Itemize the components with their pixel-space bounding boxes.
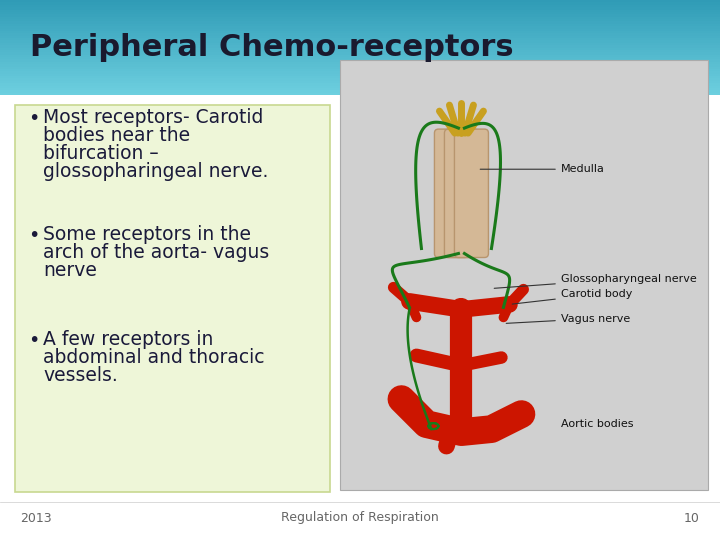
Text: A few receptors in: A few receptors in (43, 330, 213, 349)
FancyBboxPatch shape (15, 105, 330, 492)
FancyBboxPatch shape (0, 37, 720, 40)
Text: 2013: 2013 (20, 511, 52, 524)
FancyBboxPatch shape (0, 6, 720, 10)
Text: Some receptors in the: Some receptors in the (43, 225, 251, 244)
FancyBboxPatch shape (0, 9, 720, 12)
FancyBboxPatch shape (0, 40, 720, 43)
Text: bodies near the: bodies near the (43, 126, 190, 145)
Text: •: • (28, 109, 40, 128)
Text: arch of the aorta- vagus: arch of the aorta- vagus (43, 243, 269, 262)
FancyBboxPatch shape (0, 2, 720, 5)
FancyBboxPatch shape (444, 129, 478, 258)
FancyBboxPatch shape (0, 76, 720, 78)
FancyBboxPatch shape (0, 90, 720, 93)
FancyBboxPatch shape (0, 47, 720, 50)
Text: Glossopharyngeal nerve: Glossopharyngeal nerve (494, 273, 696, 288)
FancyBboxPatch shape (0, 11, 720, 14)
FancyBboxPatch shape (0, 30, 720, 33)
FancyBboxPatch shape (0, 42, 720, 45)
FancyBboxPatch shape (0, 33, 720, 36)
Text: abdominal and thoracic: abdominal and thoracic (43, 348, 264, 367)
Text: Carotid body: Carotid body (512, 289, 632, 304)
FancyBboxPatch shape (0, 69, 720, 71)
Text: Medulla: Medulla (480, 164, 605, 174)
FancyBboxPatch shape (0, 59, 720, 62)
FancyBboxPatch shape (0, 14, 720, 17)
FancyBboxPatch shape (0, 54, 720, 57)
Text: Aortic bodies: Aortic bodies (561, 419, 634, 429)
FancyBboxPatch shape (0, 87, 720, 90)
Text: glossopharingeal nerve.: glossopharingeal nerve. (43, 162, 269, 181)
Text: •: • (28, 331, 40, 350)
FancyBboxPatch shape (0, 0, 720, 2)
Text: nerve: nerve (43, 261, 97, 280)
FancyBboxPatch shape (0, 25, 720, 29)
Text: Vagus nerve: Vagus nerve (506, 314, 630, 323)
Text: Peripheral Chemo-receptors: Peripheral Chemo-receptors (30, 33, 513, 62)
FancyBboxPatch shape (0, 16, 720, 19)
Text: 10: 10 (684, 511, 700, 524)
FancyBboxPatch shape (0, 57, 720, 59)
FancyBboxPatch shape (340, 60, 708, 490)
Text: •: • (28, 226, 40, 245)
Text: vessels.: vessels. (43, 366, 118, 385)
FancyBboxPatch shape (0, 71, 720, 73)
FancyBboxPatch shape (0, 85, 720, 88)
Text: Most receptors- Carotid: Most receptors- Carotid (43, 108, 264, 127)
FancyBboxPatch shape (0, 35, 720, 38)
FancyBboxPatch shape (0, 4, 720, 7)
FancyBboxPatch shape (0, 28, 720, 31)
FancyBboxPatch shape (0, 64, 720, 66)
FancyBboxPatch shape (0, 83, 720, 85)
FancyBboxPatch shape (0, 21, 720, 24)
FancyBboxPatch shape (434, 129, 469, 258)
FancyBboxPatch shape (0, 52, 720, 55)
Text: bifurcation –: bifurcation – (43, 144, 158, 163)
FancyBboxPatch shape (0, 73, 720, 76)
FancyBboxPatch shape (0, 23, 720, 26)
FancyBboxPatch shape (0, 49, 720, 52)
FancyBboxPatch shape (0, 92, 720, 95)
FancyBboxPatch shape (0, 80, 720, 83)
FancyBboxPatch shape (0, 66, 720, 69)
Text: Regulation of Respiration: Regulation of Respiration (281, 511, 439, 524)
FancyBboxPatch shape (0, 78, 720, 81)
FancyBboxPatch shape (0, 18, 720, 22)
FancyBboxPatch shape (0, 61, 720, 64)
FancyBboxPatch shape (0, 45, 720, 48)
FancyBboxPatch shape (454, 129, 488, 258)
